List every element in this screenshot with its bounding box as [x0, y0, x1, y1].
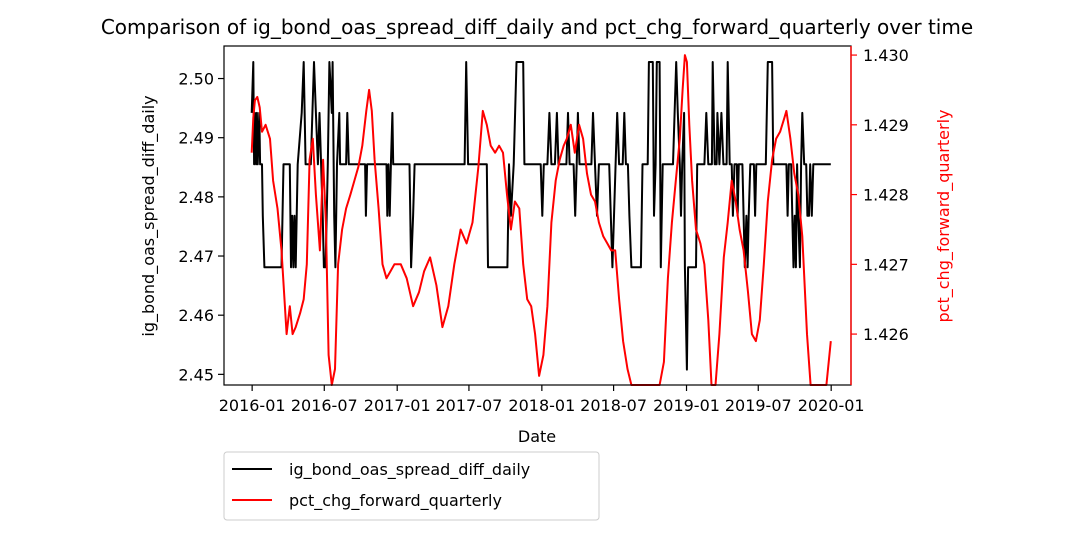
chart-title: Comparison of ig_bond_oas_spread_diff_da…	[101, 15, 973, 39]
x-axis: 2016-01 2016-07 2017-01 2017-07 2018-01 2018-…	[219, 385, 865, 415]
y-right-tick-label: 1.428	[863, 186, 909, 205]
series-layer	[250, 54, 832, 386]
x-tick-label: 2019-07	[725, 396, 792, 415]
y-axis-right: 1.426 1.427 1.428 1.429 1.430	[850, 46, 909, 385]
y-axis-right-label: pct_chg_forward_quarterly	[934, 110, 954, 323]
x-tick-label: 2016-07	[291, 396, 358, 415]
y-axis-left: 2.45 2.46 2.47 2.48 2.49 2.50	[178, 70, 224, 384]
legend-frame	[223, 451, 600, 521]
y-left-tick-label: 2.47	[178, 247, 214, 266]
x-tick-label: 2018-01	[508, 396, 575, 415]
y-right-tick-label: 1.430	[863, 46, 909, 65]
y-left-tick-label: 2.45	[178, 365, 214, 384]
y-left-tick-label: 2.46	[178, 306, 214, 325]
x-tick-label: 2020-01	[798, 396, 865, 415]
x-tick-label: 2017-07	[436, 396, 503, 415]
y-left-tick-label: 2.49	[178, 129, 214, 148]
y-right-tick-label: 1.426	[863, 325, 909, 344]
legend-label-series-2: pct_chg_forward_quarterly	[289, 491, 502, 511]
x-tick-label: 2016-01	[219, 396, 286, 415]
x-tick-label: 2017-01	[364, 396, 431, 415]
x-axis-label: Date	[518, 427, 556, 446]
x-tick-label: 2019-01	[653, 396, 720, 415]
y-left-tick-label: 2.48	[178, 188, 214, 207]
series-line-2	[250, 54, 832, 386]
y-right-tick-label: 1.427	[863, 255, 909, 274]
y-right-tick-label: 1.429	[863, 116, 909, 135]
y-axis-left-label: ig_bond_oas_spread_diff_daily	[139, 95, 159, 336]
plot-area	[223, 45, 852, 386]
legend-label-series-1: ig_bond_oas_spread_diff_daily	[289, 460, 530, 480]
y-left-tick-label: 2.50	[178, 70, 214, 89]
x-tick-label: 2018-07	[580, 396, 647, 415]
series-line-1	[250, 61, 831, 371]
legend: ig_bond_oas_spread_diff_daily pct_chg_fo…	[223, 451, 600, 521]
